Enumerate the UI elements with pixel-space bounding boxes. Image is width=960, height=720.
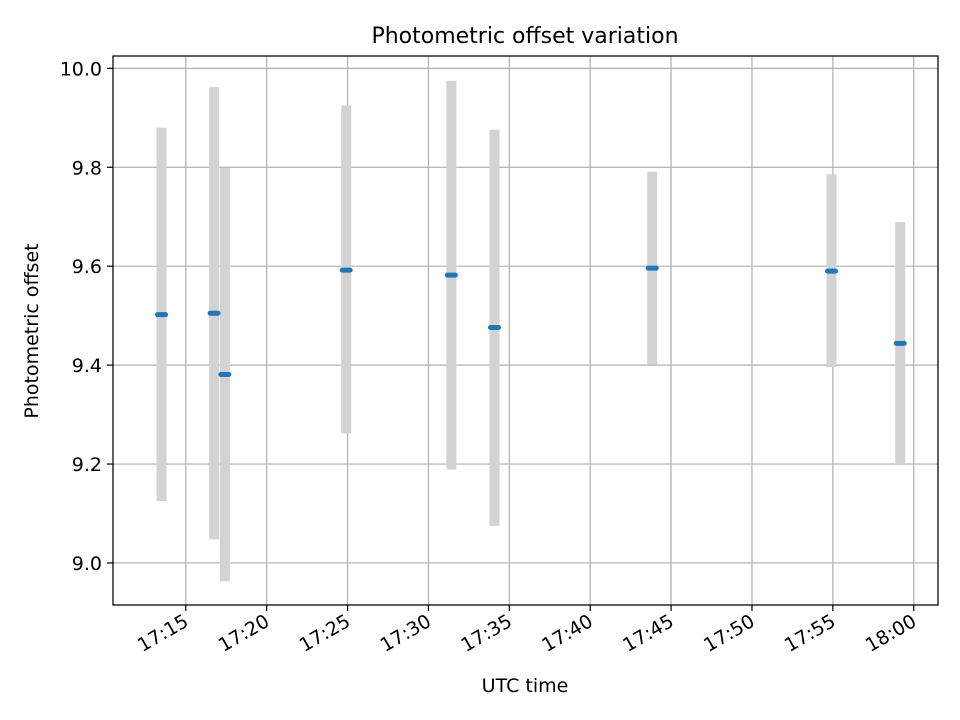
- y-tick-label: 9.6: [72, 256, 102, 278]
- x-tick-label: 17:50: [700, 610, 758, 656]
- x-tick-label: 17:30: [377, 610, 435, 656]
- data-points: [155, 265, 907, 378]
- x-tick-label: 17:25: [296, 610, 354, 656]
- y-tick-label: 9.8: [72, 157, 102, 179]
- error-bars: [156, 80, 906, 582]
- chart-title: Photometric offset variation: [371, 24, 678, 49]
- grid: [113, 56, 938, 605]
- plot-frame: [112, 55, 939, 606]
- y-tick-label: 10.0: [60, 58, 102, 80]
- x-tick-label: 17:35: [457, 610, 515, 656]
- x-tick-label: 17:15: [134, 610, 192, 656]
- y-tick-label: 9.0: [72, 553, 102, 575]
- x-tick-label: 18:00: [862, 610, 920, 656]
- x-tick-label: 17:55: [781, 610, 839, 656]
- x-axis-ticks: 17:15 17:20 17:25 17:30 17:35 17:40 17:45 17:50…: [134, 605, 920, 657]
- x-tick-label: 17:20: [215, 610, 273, 656]
- x-tick-label: 17:45: [619, 610, 677, 656]
- y-axis-ticks: 9.0 9.2 9.4 9.6 9.8 10.0: [60, 58, 113, 575]
- y-axis-label: Photometric offset: [21, 243, 43, 418]
- y-tick-label: 9.4: [72, 355, 102, 377]
- x-tick-label: 17:40: [538, 610, 596, 656]
- y-tick-label: 9.2: [72, 454, 102, 476]
- x-axis-label: UTC time: [482, 675, 569, 697]
